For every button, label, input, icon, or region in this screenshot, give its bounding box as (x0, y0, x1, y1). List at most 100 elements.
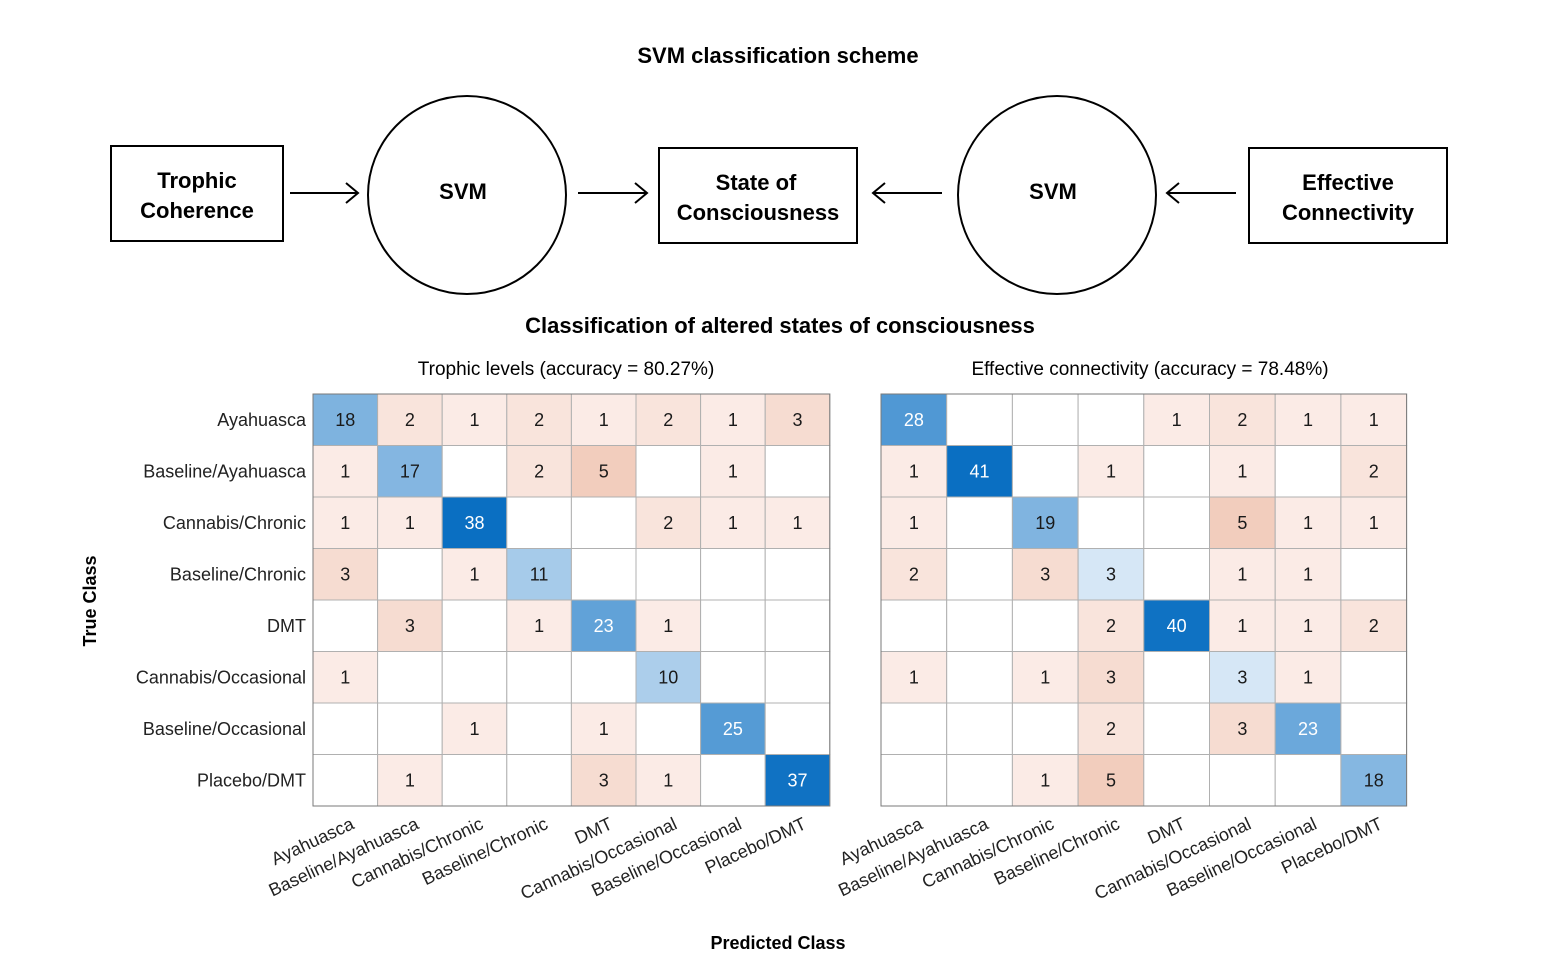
matrix-cell (1209, 599, 1276, 652)
matrix-cell (1143, 651, 1211, 704)
matrix-cell (635, 445, 702, 498)
matrix-cell-value: 28 (904, 410, 924, 430)
matrix-cell (1077, 754, 1145, 807)
matrix-cell-value: 1 (599, 719, 609, 739)
matrix-cell (570, 754, 637, 807)
matrix-cell-value: 1 (909, 667, 919, 687)
matrix-cell-value: 3 (405, 616, 415, 636)
trophic-coherence-box (110, 145, 284, 242)
matrix-cell-value: 23 (594, 616, 614, 636)
matrix-cell-value: 2 (534, 461, 544, 481)
matrix-cell (377, 393, 443, 446)
matrix-cell (377, 445, 443, 498)
chart-title-trophic: Trophic levels (accuracy = 80.27%) (418, 359, 715, 380)
matrix-cell-value: 1 (663, 770, 673, 790)
confusion-matrix-trophic: 18 2 1 2 1 2 1 31 17 2 5 11 1 38 2 1 13 1 113 1 23 11 101 1 251 3… (136, 393, 831, 904)
y-tick-label: DMT (267, 616, 306, 636)
matrix-cell (1274, 651, 1342, 704)
matrix-cell-value: 2 (1106, 719, 1116, 739)
matrix-cell-value: 2 (1106, 616, 1116, 636)
matrix-cell (700, 445, 766, 498)
matrix-cell (441, 651, 508, 704)
matrix-cell-value: 3 (1040, 564, 1050, 584)
svm-circle-left (367, 95, 567, 295)
matrix-cell (946, 599, 1013, 652)
matrix-cell (700, 651, 766, 704)
matrix-cell (1143, 702, 1211, 755)
matrix-cell (1274, 599, 1342, 652)
matrix-cell (570, 548, 637, 601)
matrix-cell-value: 1 (1303, 616, 1313, 636)
matrix-cell (1340, 445, 1408, 498)
matrix-cell-value: 5 (1237, 513, 1247, 533)
matrix-cell-value: 38 (464, 513, 484, 533)
matrix-cell (764, 445, 831, 498)
matrix-cell-value: 2 (534, 410, 544, 430)
state-of-consciousness-label-line1: State of (716, 170, 797, 195)
matrix-cell (635, 548, 702, 601)
matrix-cell-value: 3 (792, 410, 802, 430)
matrix-cell (441, 754, 508, 807)
matrix-cell-value: 3 (1237, 719, 1247, 739)
matrix-cell-value: 1 (1303, 513, 1313, 533)
matrix-cell-value: 18 (1364, 770, 1384, 790)
matrix-cell (880, 702, 948, 755)
matrix-cell-value: 1 (405, 770, 415, 790)
matrix-cell-value: 25 (723, 719, 743, 739)
matrix-cell-value: 1 (1172, 410, 1182, 430)
matrix-cell-value: 1 (1040, 667, 1050, 687)
matrix-cell (700, 496, 766, 549)
chart-title-effective: Effective connectivity (accuracy = 78.48… (971, 359, 1328, 380)
arrow-left-2 (1165, 182, 1236, 204)
matrix-border (312, 393, 831, 807)
matrix-cell-value: 10 (658, 667, 678, 687)
matrix-cell (1011, 754, 1079, 807)
matrix-cell (506, 496, 572, 549)
arrow-right-2 (578, 182, 649, 204)
matrix-cell (377, 702, 443, 755)
matrix-cell (441, 702, 508, 755)
matrix-cell-value: 1 (469, 719, 479, 739)
y-tick-label: Cannabis/Occasional (136, 667, 306, 687)
arrow-right-1 (290, 182, 360, 204)
matrix-cell-value: 1 (909, 513, 919, 533)
matrix-cell-value: 41 (970, 461, 990, 481)
matrix-cell-value: 1 (405, 513, 415, 533)
matrix-cell (946, 702, 1013, 755)
matrix-cell (506, 599, 572, 652)
matrix-cell-value: 2 (909, 564, 919, 584)
matrix-cell (506, 754, 572, 807)
matrix-cell-value: 1 (728, 461, 738, 481)
matrix-cell (1340, 651, 1408, 704)
matrix-cell (635, 393, 702, 446)
matrix-cell-value: 19 (1035, 513, 1055, 533)
matrix-cell-value: 1 (469, 564, 479, 584)
svm-circle-right (957, 95, 1157, 295)
trophic-coherence-label-line1: Trophic (157, 168, 236, 193)
matrix-cell-value: 2 (1237, 410, 1247, 430)
matrix-cell-value: 1 (534, 616, 544, 636)
matrix-cell (764, 393, 831, 446)
matrix-cell (764, 496, 831, 549)
matrix-cell (1077, 393, 1145, 446)
matrix-cell (570, 599, 637, 652)
matrix-cell (1011, 393, 1079, 446)
matrix-cell (946, 496, 1013, 549)
matrix-cell-value: 1 (1303, 564, 1313, 584)
matrix-cell (570, 393, 637, 446)
matrix-cell (312, 496, 379, 549)
matrix-cell (312, 702, 379, 755)
matrix-cell-value: 2 (663, 410, 673, 430)
matrix-cell-value: 5 (1106, 770, 1116, 790)
matrix-cell-value: 1 (1237, 616, 1247, 636)
matrix-cell (312, 445, 379, 498)
effective-connectivity-box (1248, 147, 1448, 244)
matrix-cell-value: 3 (1237, 667, 1247, 687)
matrix-cell-value: 1 (469, 410, 479, 430)
matrix-cell (1340, 393, 1408, 446)
matrix-cell (946, 651, 1013, 704)
matrix-cell-value: 1 (1369, 513, 1379, 533)
matrix-cell (946, 548, 1013, 601)
matrix-cell (312, 599, 379, 652)
matrix-cell (1143, 445, 1211, 498)
